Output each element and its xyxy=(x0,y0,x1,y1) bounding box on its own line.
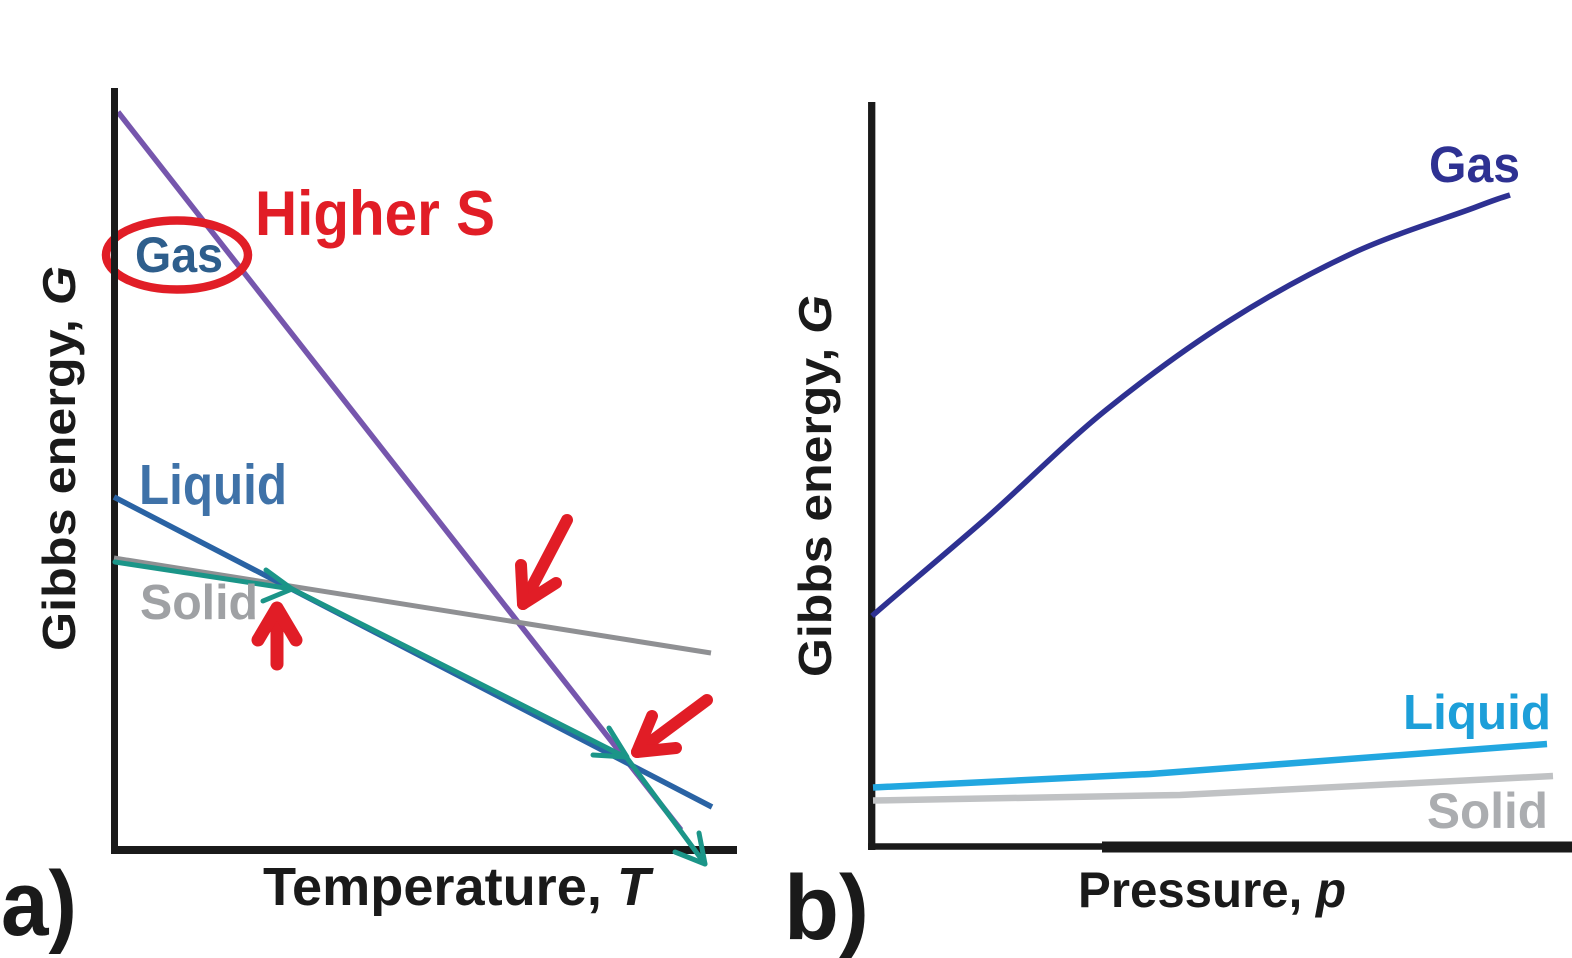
svg-text:Gas: Gas xyxy=(135,227,223,283)
svg-text:a): a) xyxy=(1,853,77,955)
svg-text:Gibbs energy, G: Gibbs energy, G xyxy=(33,266,85,651)
svg-text:Liquid: Liquid xyxy=(139,453,287,517)
svg-text:Pressure, p: Pressure, p xyxy=(1078,862,1346,918)
svg-text:Solid: Solid xyxy=(1427,783,1548,839)
svg-text:Higher S: Higher S xyxy=(255,179,495,249)
svg-text:b): b) xyxy=(784,857,869,958)
svg-text:Liquid: Liquid xyxy=(1403,686,1551,740)
svg-text:Temperature, T: Temperature, T xyxy=(263,857,654,917)
svg-text:Solid: Solid xyxy=(140,576,258,630)
svg-text:Gas: Gas xyxy=(1429,136,1520,193)
svg-text:Gibbs energy, G: Gibbs energy, G xyxy=(789,295,841,677)
